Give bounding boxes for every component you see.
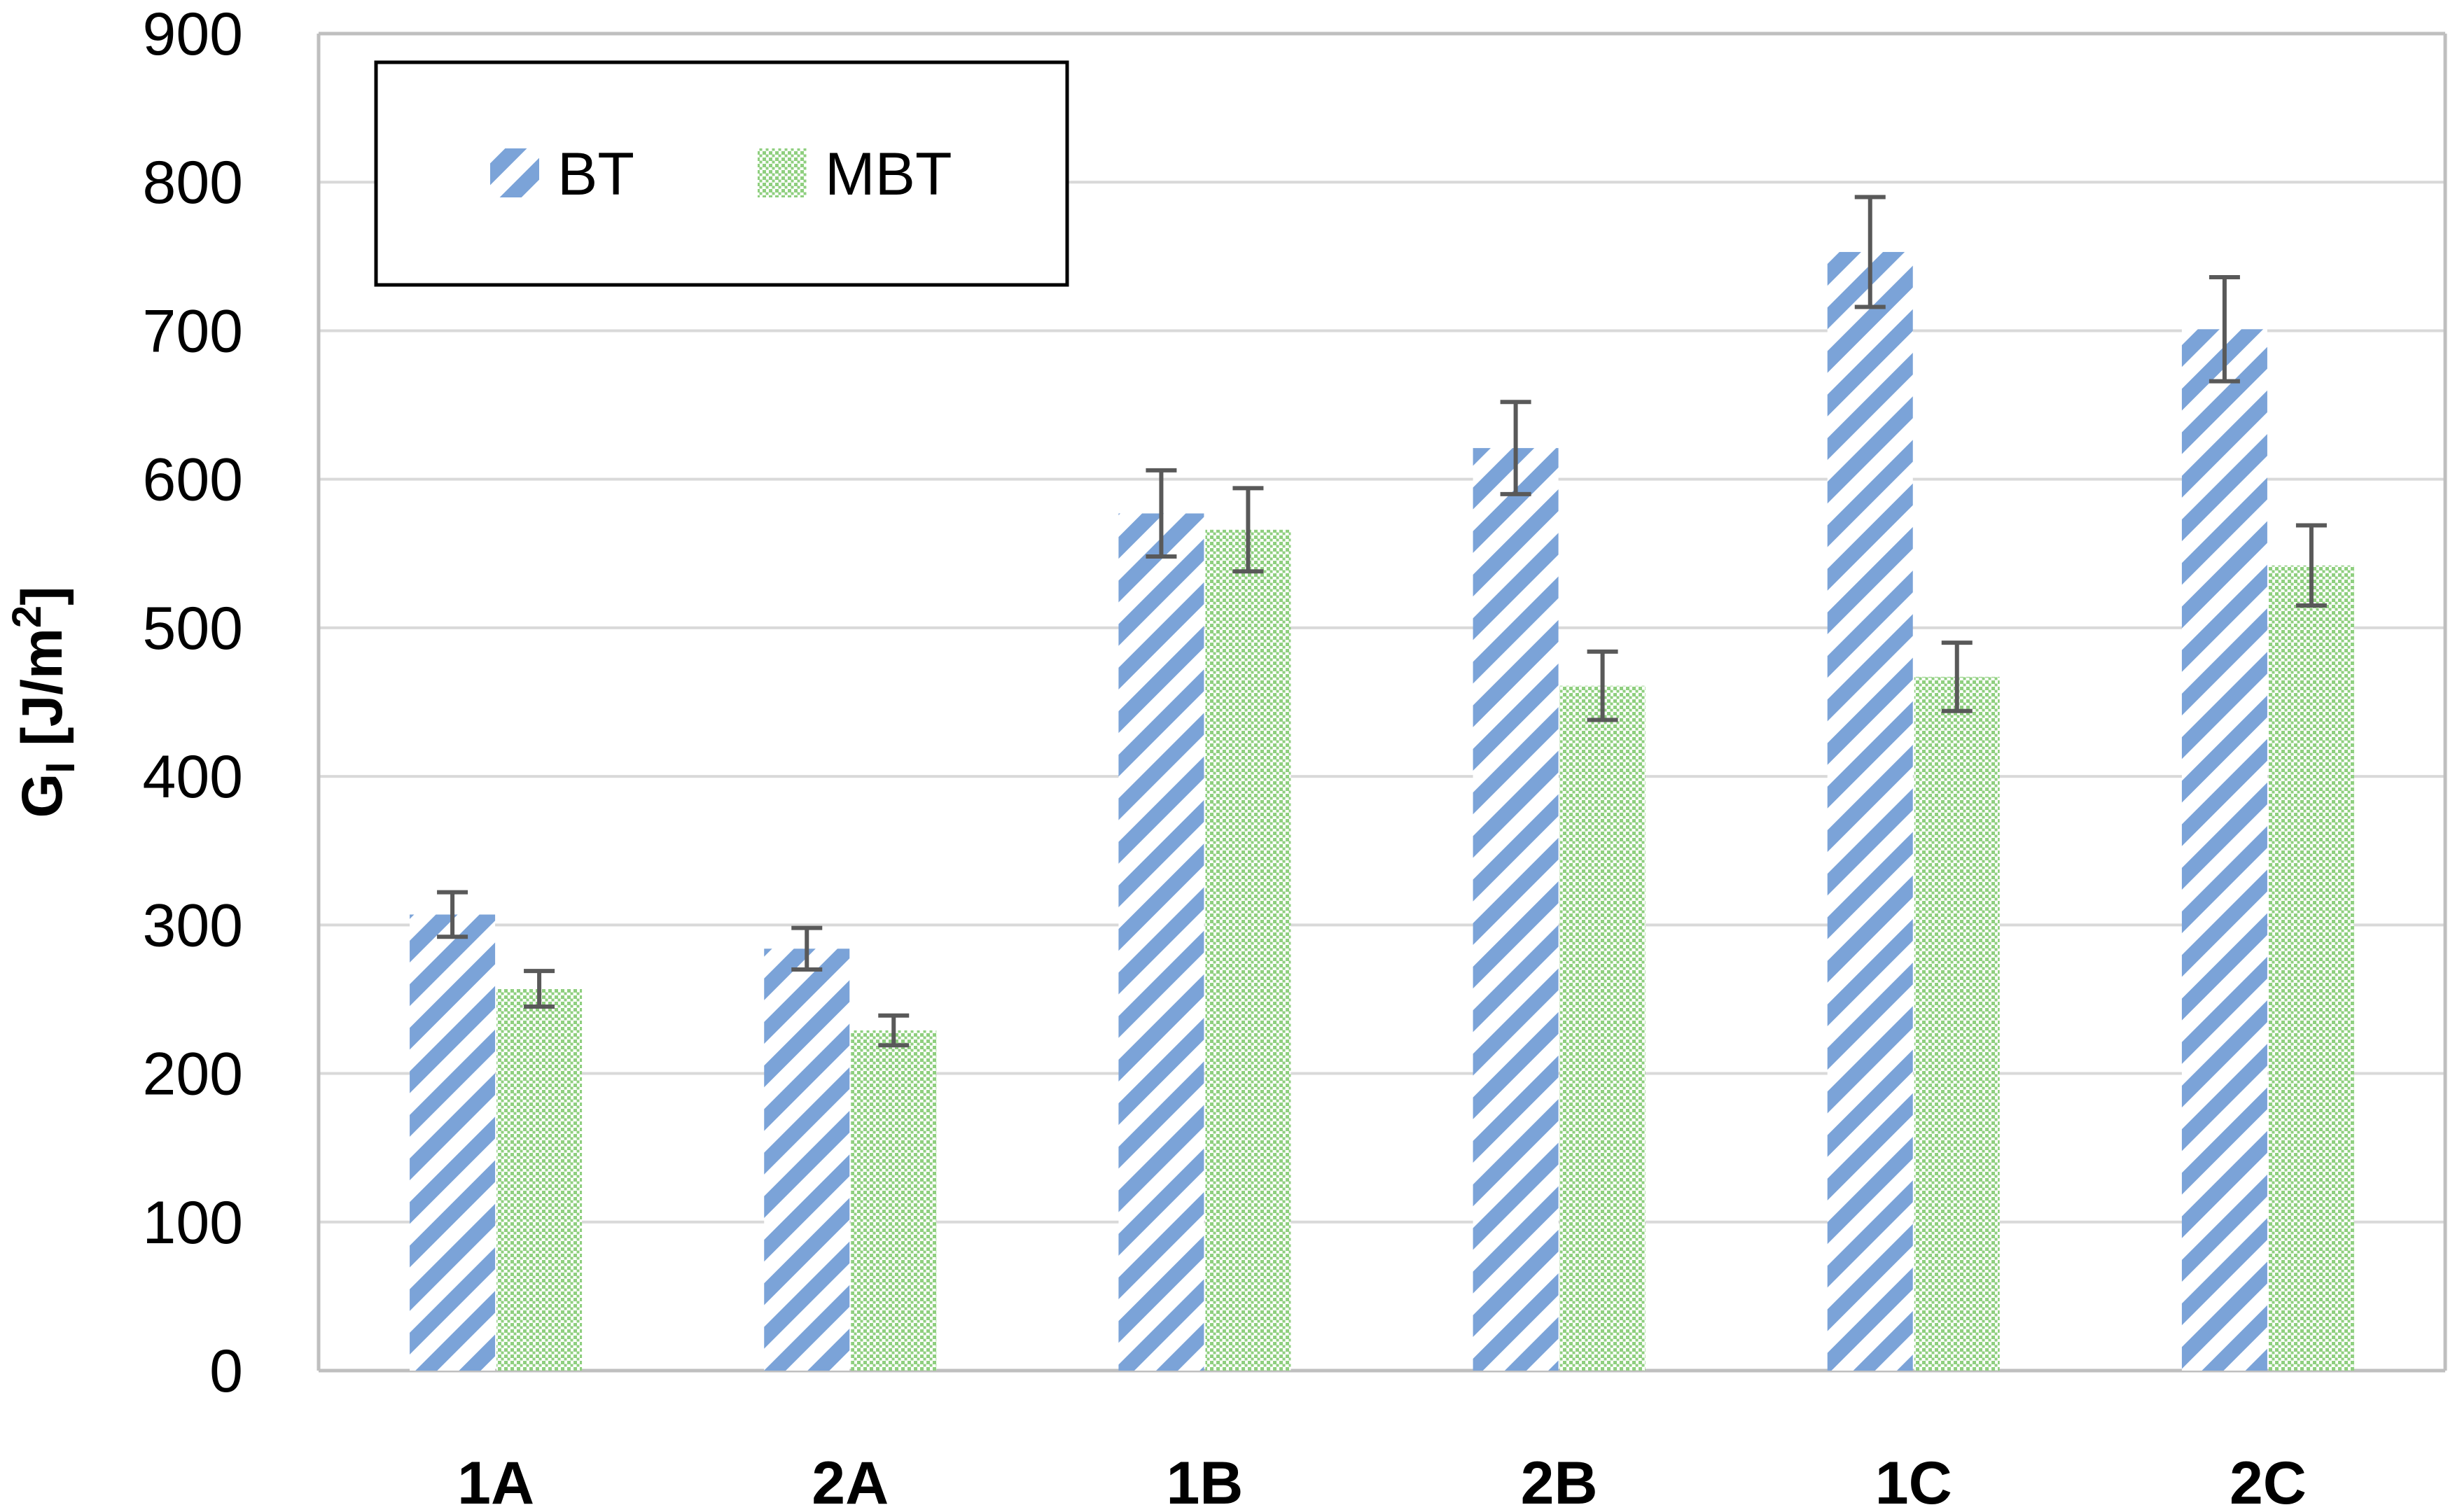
y-axis-title-part: [J/m <box>11 628 74 762</box>
bars <box>410 251 2354 1371</box>
y-axis-ticks: 0 100 200 300 400 500 600 700 800 900 <box>143 1 244 1405</box>
y-tick-label: 300 <box>143 892 244 959</box>
y-axis-title-part: G <box>11 774 74 818</box>
legend-label-bt: BT <box>557 141 634 208</box>
error-bar-mbt-1c <box>1941 640 1973 713</box>
bar-mbt-2c <box>2268 565 2354 1371</box>
x-category-label: 1C <box>1875 1450 1952 1508</box>
y-tick-label: 800 <box>143 149 244 216</box>
y-axis-title-text: GI [J/m2] <box>4 587 83 818</box>
y-axis-title-part: 2 <box>4 606 50 628</box>
y-tick-label: 200 <box>143 1041 244 1108</box>
y-tick-label: 100 <box>143 1189 244 1256</box>
bar-bt-1a <box>410 914 496 1371</box>
error-bar-bt-1a <box>437 890 468 939</box>
y-tick-label: 500 <box>143 595 244 662</box>
legend-swatch-bt <box>490 148 539 197</box>
error-bar-bt-2c <box>2209 275 2240 384</box>
y-axis-title: GI [J/m2] <box>4 587 83 818</box>
y-tick-label: 700 <box>143 298 244 365</box>
legend-swatch-mbt <box>758 148 807 197</box>
bar-bt-2a <box>764 948 850 1371</box>
x-category-label: 1A <box>457 1450 534 1508</box>
y-tick-label: 400 <box>143 743 244 811</box>
legend-label-mbt: MBT <box>825 141 952 208</box>
error-bar-bt-1b <box>1146 468 1177 559</box>
x-category-label: 2C <box>2230 1450 2307 1508</box>
bar-bt-2c <box>2181 329 2267 1371</box>
bar-bt-1b <box>1118 513 1204 1371</box>
error-bars <box>437 195 2327 1048</box>
error-bar-mbt-2c <box>2295 523 2327 608</box>
bar-mbt-2b <box>1559 685 1646 1371</box>
x-category-label: 1B <box>1166 1450 1243 1508</box>
plot-area <box>317 31 2447 1373</box>
error-bar-mbt-1b <box>1232 486 1264 574</box>
y-axis-title-part: ] <box>11 587 74 606</box>
error-bar-bt-2b <box>1500 400 1531 496</box>
x-category-label: 2B <box>1521 1450 1598 1508</box>
legend: BT MBT <box>374 60 1069 287</box>
bar-mbt-2a <box>851 1030 937 1371</box>
y-tick-label: 900 <box>143 1 244 68</box>
error-bar-bt-1c <box>1854 195 1886 309</box>
y-axis-title-part: I <box>38 762 83 774</box>
bar-bt-1c <box>1827 251 1913 1371</box>
x-axis-categories: 1A 2A 1B 2B 1C 2C <box>457 1450 2307 1512</box>
bar-mbt-1b <box>1205 529 1291 1371</box>
legend-box <box>374 60 1069 287</box>
bar-mbt-1c <box>1914 676 2000 1371</box>
error-bar-mbt-2a <box>878 1013 910 1048</box>
error-bar-mbt-2b <box>1587 649 1618 722</box>
y-tick-label: 0 <box>209 1338 243 1405</box>
y-tick-label: 600 <box>143 447 244 514</box>
bar-bt-2b <box>1473 448 1559 1371</box>
error-bar-mbt-1a <box>524 969 555 1009</box>
error-bar-bt-2a <box>791 925 823 972</box>
bar-mbt-1a <box>496 988 583 1371</box>
x-category-label: 2A <box>812 1450 889 1508</box>
